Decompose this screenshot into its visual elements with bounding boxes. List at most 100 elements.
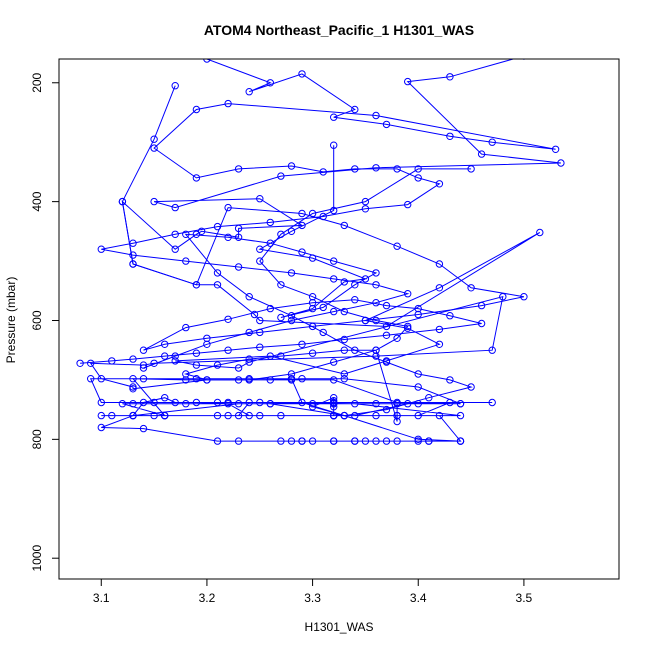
data-point — [393, 437, 401, 445]
data-point — [456, 437, 465, 445]
data-point — [76, 359, 84, 367]
data-point — [161, 394, 169, 402]
data-point — [372, 111, 380, 120]
data-point — [456, 400, 465, 408]
data-point — [192, 361, 201, 369]
data-point — [192, 398, 201, 407]
data-point — [308, 209, 317, 218]
data-point — [139, 361, 148, 369]
data-point — [171, 398, 179, 407]
data-point — [129, 239, 137, 247]
x-tick-label: 3.1 — [93, 591, 110, 605]
data-point — [139, 398, 148, 407]
data-point — [372, 281, 380, 289]
data-point — [192, 105, 201, 114]
data-point — [308, 322, 317, 331]
data-point — [256, 195, 264, 203]
data-point — [277, 411, 285, 420]
data-point — [234, 263, 243, 271]
series-line-4 — [183, 168, 472, 422]
data-point — [435, 260, 444, 268]
data-point — [256, 257, 264, 265]
data-point — [192, 349, 201, 357]
y-tick-label: 400 — [30, 191, 44, 211]
data-point — [266, 304, 274, 313]
data-point — [425, 394, 433, 402]
data-point — [298, 248, 306, 256]
data-point — [129, 400, 137, 408]
data-point — [139, 375, 148, 383]
data-point — [192, 375, 201, 383]
data-point — [382, 331, 391, 339]
data-point — [435, 411, 444, 420]
data-point — [414, 437, 422, 445]
data-point — [192, 174, 201, 182]
data-point — [382, 358, 391, 366]
data-point — [224, 411, 232, 420]
chart-title: ATOM4 Northeast_Pacific_1 H1301_WAS — [204, 22, 474, 38]
data-point — [298, 221, 306, 230]
data-point — [351, 400, 359, 408]
data-point — [277, 352, 285, 360]
data-point — [446, 132, 454, 141]
data-point — [435, 325, 444, 334]
data-point — [467, 284, 475, 292]
data-point — [488, 138, 496, 146]
data-point — [551, 145, 560, 154]
data-point — [477, 150, 486, 158]
data-point — [87, 375, 95, 383]
data-point — [330, 141, 338, 149]
data-point — [488, 398, 496, 407]
data-point — [467, 165, 475, 173]
data-point — [382, 120, 391, 129]
data-point — [372, 299, 380, 307]
data-point — [308, 403, 317, 411]
series-line-0 — [89, 59, 561, 442]
data-point — [171, 203, 179, 212]
data-point — [266, 218, 274, 227]
data-point — [330, 403, 338, 411]
data-point — [351, 437, 359, 445]
data-point — [340, 278, 348, 286]
data-point — [287, 316, 296, 325]
data-point — [330, 358, 338, 366]
data-point — [182, 370, 190, 378]
data-point — [245, 398, 253, 407]
data-point — [234, 364, 243, 372]
data-point — [277, 437, 285, 445]
x-tick-label: 3.5 — [516, 591, 533, 605]
data-point — [319, 212, 327, 221]
data-point — [234, 437, 243, 445]
data-point — [256, 316, 264, 325]
data-point — [277, 313, 285, 322]
data-point — [287, 376, 296, 384]
data-point — [351, 105, 359, 114]
data-point — [171, 245, 179, 253]
data-point — [182, 323, 190, 332]
data-point — [446, 312, 454, 320]
x-tick-label: 3.2 — [199, 591, 216, 605]
data-point — [182, 257, 190, 265]
data-point — [404, 290, 412, 298]
data-point — [161, 411, 169, 420]
data-point — [182, 230, 190, 239]
data-point — [213, 361, 222, 369]
data-point — [308, 254, 317, 262]
data-point — [224, 315, 232, 323]
data-point — [414, 370, 422, 378]
data-point — [129, 375, 137, 383]
data-point — [414, 165, 422, 173]
data-point — [277, 281, 285, 289]
data-point — [340, 335, 348, 344]
data-point — [129, 411, 137, 420]
data-point — [224, 99, 232, 108]
y-tick-label: 1000 — [30, 545, 44, 572]
data-point — [361, 437, 370, 445]
data-point — [298, 70, 306, 78]
data-point — [404, 77, 412, 86]
data-point — [245, 376, 253, 384]
series-line-2 — [101, 59, 556, 369]
data-point — [351, 296, 359, 304]
data-point — [330, 206, 338, 215]
data-point — [414, 304, 422, 313]
